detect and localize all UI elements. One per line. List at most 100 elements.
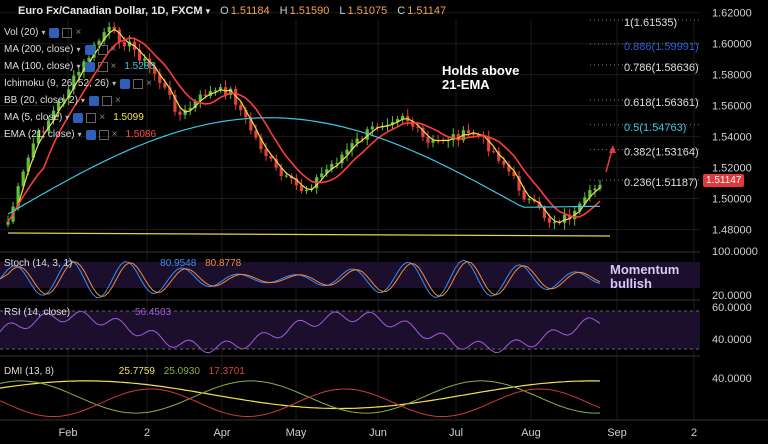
candle-body (593, 188, 597, 191)
candle-body (588, 190, 592, 198)
candle-body (82, 61, 86, 72)
settings-icon[interactable] (133, 78, 144, 89)
price-tick-label: 1.50000 (712, 194, 752, 206)
arrow-head (609, 145, 616, 153)
caret-down-icon[interactable]: ▾ (76, 45, 81, 54)
annotation-momentum: Momentum bullish (610, 263, 679, 291)
candle-body (466, 130, 471, 134)
indicator-legend-row[interactable]: Ichimoku (9, 26, 52, 26) ▾ × (4, 78, 152, 89)
eye-icon[interactable] (88, 95, 99, 106)
rsi-label[interactable]: RSI (14, close) 56.4503 (4, 307, 171, 318)
settings-icon[interactable] (62, 27, 73, 38)
close-label: C (397, 5, 406, 17)
support-trendline (7, 232, 611, 237)
candle-body (360, 138, 364, 140)
price-tick-label: 1.58000 (712, 70, 752, 82)
settings-icon[interactable] (97, 61, 108, 72)
rsi-value: 56.4503 (134, 307, 172, 318)
eye-icon[interactable] (73, 112, 84, 123)
settings-icon[interactable] (86, 112, 97, 123)
dmi-label[interactable]: DMI (13, 8) 25.7759 25.0930 17.3701 (4, 366, 245, 377)
caret-down-icon[interactable]: ▾ (80, 96, 85, 105)
eye-icon[interactable] (84, 61, 95, 72)
caret-down-icon[interactable]: ▾ (41, 28, 46, 37)
candle-body (163, 82, 167, 88)
close-icon[interactable]: × (114, 95, 121, 106)
indicator-label: MA (5, close) (4, 112, 63, 123)
dmi-adx: 25.7759 (118, 366, 155, 377)
dmi-tick-label: 40.0000 (712, 373, 752, 385)
candle-body (198, 94, 202, 102)
candle-body (16, 186, 20, 207)
candle-body (188, 108, 192, 110)
candle-body (547, 217, 552, 223)
time-tick-label: Feb (59, 427, 78, 439)
rsi-band (0, 311, 700, 349)
ma100-line (7, 117, 601, 215)
candle-body (218, 87, 223, 91)
candle-body (492, 151, 496, 153)
indicator-legend-row[interactable]: EMA (21, close) ▾ × 1.5086 (4, 129, 156, 140)
indicator-value: 1.5086 (125, 129, 157, 140)
candle-body (107, 26, 111, 33)
candle-body (193, 101, 197, 109)
candle-body (502, 160, 506, 165)
candle-body (153, 66, 157, 74)
indicator-legend-row[interactable]: MA (5, close) ▾ × 1.5099 (4, 112, 144, 123)
candle-body (274, 158, 278, 168)
candle-body (31, 143, 35, 158)
caret-down-icon[interactable]: ▾ (77, 130, 82, 139)
low-value: 1.51075 (347, 5, 388, 17)
annotation-momentum-line2: bullish (610, 276, 652, 291)
stoch-label[interactable]: Stoch (14, 3, 1) 80.9548 80.8778 (4, 258, 241, 269)
candle-body (143, 58, 147, 61)
caret-down-icon[interactable]: ▾ (112, 79, 117, 88)
time-tick-label: 2 (144, 427, 150, 439)
candle-body (320, 173, 324, 178)
stoch-tick-label: 100.0000 (712, 246, 758, 258)
eye-icon[interactable] (85, 129, 96, 140)
annotation-momentum-line1: Momentum (610, 262, 680, 277)
symbol-title[interactable]: Euro Fx/Canadian Dollar, 1D, FXCM (18, 5, 203, 17)
close-icon[interactable]: × (110, 61, 117, 72)
close-icon[interactable]: × (99, 112, 106, 123)
close-value: 1.51147 (407, 5, 447, 17)
indicator-legend-row[interactable]: Vol (20) ▾ × (4, 27, 81, 38)
fib-level-label: 0.236(1.51187) (624, 177, 698, 189)
fib-level-label: 0.618(1.56361) (624, 97, 699, 109)
close-icon[interactable]: × (111, 129, 118, 140)
candle-body (67, 89, 71, 99)
close-icon[interactable]: × (110, 44, 117, 55)
open-label: O (220, 5, 229, 17)
settings-icon[interactable] (98, 129, 109, 140)
caret-down-icon[interactable]: ▾ (76, 62, 81, 71)
caret-down-icon[interactable]: ▾ (65, 113, 70, 122)
candle-body (512, 171, 516, 176)
candle-body (62, 98, 66, 102)
close-icon[interactable]: × (75, 27, 82, 38)
eye-icon[interactable] (84, 44, 95, 55)
fib-level-label: 0.886(1.59991) (624, 41, 699, 53)
close-icon[interactable]: × (146, 78, 152, 89)
candle-body (259, 137, 263, 150)
indicator-legend-row[interactable]: MA (200, close) ▾ × (4, 44, 116, 55)
eye-icon[interactable] (120, 78, 131, 89)
last-price-tag: 1.51147 (703, 173, 745, 187)
settings-icon[interactable] (97, 44, 108, 55)
caret-down-icon[interactable]: ▾ (205, 5, 211, 16)
candle-body (497, 151, 501, 161)
indicator-label: BB (20, close, 2) (4, 95, 78, 106)
eye-icon[interactable] (49, 27, 60, 38)
candle-body (77, 71, 81, 76)
ma5-line (7, 28, 601, 224)
candle-body (325, 169, 329, 174)
candle-body (456, 134, 460, 141)
indicator-legend-row[interactable]: BB (20, close, 2) ▾ × (4, 95, 121, 106)
indicator-legend-row[interactable]: MA (100, close) ▾ × 1.5283 (4, 61, 155, 72)
settings-icon[interactable] (101, 95, 112, 106)
candle-body (431, 139, 435, 143)
candle-body (304, 189, 309, 192)
annotation-holds-line2: 21-EMA (442, 77, 490, 92)
time-tick-label: 2 (691, 427, 697, 439)
ema21-line (7, 37, 601, 223)
